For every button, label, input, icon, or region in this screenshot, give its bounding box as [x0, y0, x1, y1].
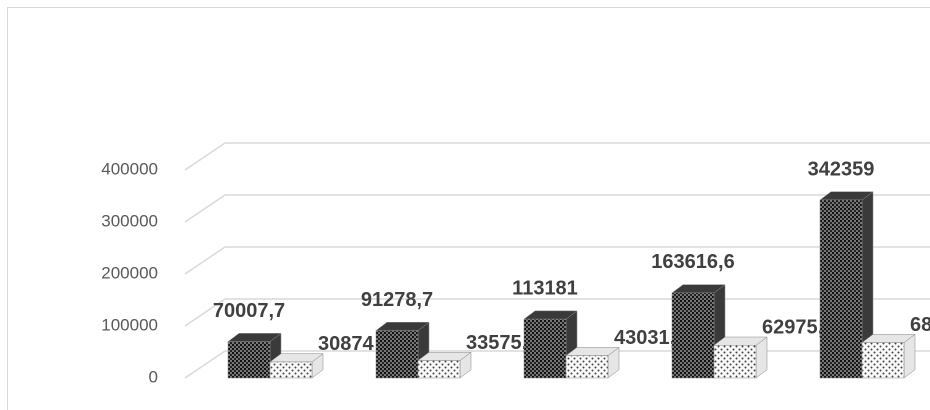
grid-line	[184, 194, 930, 223]
grid-line	[184, 142, 930, 171]
data-label: 70007,7	[213, 300, 285, 322]
data-label: 163616,6	[651, 251, 734, 273]
data-label: 68100	[910, 314, 930, 336]
bar	[269, 353, 324, 379]
bar	[819, 191, 874, 379]
bar-face	[375, 330, 419, 379]
y-tick-label: 200000	[101, 263, 158, 282]
data-label: 33575,5	[466, 332, 538, 354]
bar	[565, 346, 620, 379]
bar	[671, 284, 726, 379]
bar	[375, 321, 430, 379]
grid-line	[184, 246, 930, 275]
data-label: 43031,6	[614, 327, 686, 349]
bar	[713, 336, 768, 379]
bar	[523, 310, 578, 379]
data-label: 113181	[512, 277, 578, 299]
data-label: 30874	[318, 333, 374, 355]
y-tick-label: 400000	[101, 159, 158, 178]
y-tick-label: 0	[149, 367, 158, 386]
bar	[861, 333, 916, 379]
bar-face	[861, 342, 905, 379]
bar-face	[523, 318, 567, 379]
bar-face	[565, 355, 609, 379]
y-tick-label: 100000	[101, 315, 158, 334]
bar-face	[417, 360, 461, 379]
y-tick-label: 300000	[101, 211, 158, 230]
data-label: 91278,7	[361, 289, 433, 311]
bar-face	[227, 341, 271, 379]
chart-border	[7, 7, 930, 410]
bar-face	[713, 345, 757, 379]
bar-face	[269, 361, 313, 379]
bar-face	[819, 199, 863, 379]
bar-face	[671, 292, 715, 379]
data-label: 342359	[808, 158, 875, 180]
data-label: 62975,4	[762, 317, 835, 339]
bar	[417, 351, 472, 379]
